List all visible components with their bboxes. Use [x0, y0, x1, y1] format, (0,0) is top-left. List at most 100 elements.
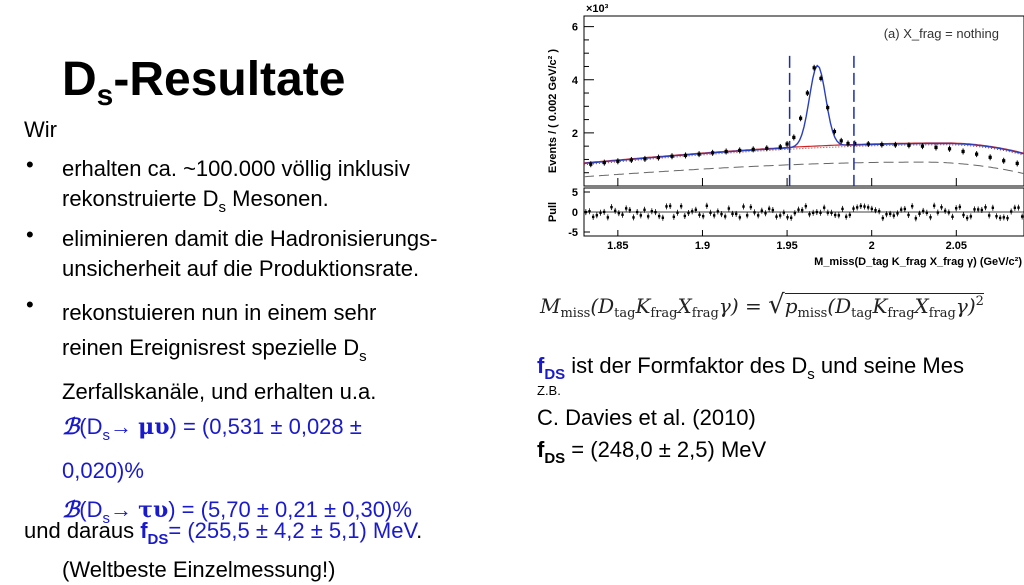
- data-point: [724, 149, 728, 154]
- pull-point: [874, 209, 877, 212]
- branching-ratio-mu-line-2: 0,020)%: [62, 458, 144, 483]
- pull-point: [588, 210, 591, 213]
- pull-point: [896, 212, 899, 215]
- pull-point: [591, 215, 595, 219]
- pull-point: [767, 207, 771, 210]
- pull-point: [789, 216, 793, 219]
- data-point: [947, 147, 952, 151]
- data-point: [1015, 161, 1019, 166]
- data-point: [975, 152, 979, 156]
- data-point: [920, 144, 925, 148]
- pull-point: [760, 209, 764, 212]
- data-point: [643, 157, 647, 161]
- pull-point: [621, 213, 624, 216]
- pull-point: [709, 211, 712, 214]
- pull-point: [888, 212, 892, 216]
- pull-point: [984, 206, 987, 209]
- pull-point: [958, 205, 962, 209]
- pull-point: [855, 206, 859, 209]
- pull-point: [613, 209, 617, 213]
- pull-point: [969, 215, 973, 218]
- data-point: [616, 159, 620, 163]
- pull-point: [727, 207, 731, 210]
- data-point: [832, 129, 837, 134]
- pull-point: [668, 204, 672, 208]
- data-point: [812, 66, 816, 70]
- main-plot: 2 4 6 ×10³ 1.85 1.9 1.95 2 2.05 5 0 -5 Events / ( 0.…: [547, 3, 1024, 268]
- pull-point: [1009, 210, 1013, 213]
- bullet-3-line-1: rekonstuieren nun in einem sehr: [62, 300, 377, 325]
- pull-point: [976, 208, 980, 211]
- data-point: [683, 153, 688, 158]
- data-point: [839, 139, 843, 143]
- pull-point: [782, 211, 786, 214]
- pull-point: [852, 207, 855, 210]
- intro-text: Wir: [24, 117, 57, 142]
- pull-point: [745, 214, 749, 217]
- pull-point: [720, 212, 723, 216]
- data-point: [751, 147, 755, 151]
- pull-point: [632, 216, 635, 219]
- pull-point: [903, 207, 907, 211]
- conclusion-line-2: (Weltbeste Einzelmessung!): [62, 557, 336, 582]
- data-point: [893, 143, 897, 147]
- pull-axis-label: Pull: [547, 202, 559, 222]
- pull-point: [863, 205, 866, 208]
- data-point: [1002, 159, 1006, 163]
- pull-point: [914, 217, 918, 220]
- pull-point: [742, 205, 745, 208]
- pull-point: [995, 215, 998, 218]
- pull-point: [962, 213, 965, 217]
- data-point: [799, 116, 803, 120]
- x-tick-label: 1.95: [776, 240, 797, 252]
- pull-point: [639, 214, 643, 217]
- pull-point: [921, 209, 925, 213]
- pull-point: [954, 207, 958, 210]
- pull-point: [793, 211, 797, 215]
- pull-point: [643, 208, 646, 211]
- x-tick-label: 1.85: [607, 240, 628, 252]
- data-point: [907, 143, 911, 147]
- data-point: [738, 148, 742, 153]
- pull-point: [830, 211, 833, 214]
- pull-point: [628, 208, 632, 212]
- pull-point: [683, 214, 687, 218]
- data-point: [765, 146, 769, 150]
- branching-ratio-tau: ℬ(Ds→ τυ) = (5,70 ± 0,21 ± 0,30)%: [62, 497, 412, 527]
- data-point: [711, 151, 715, 155]
- y-tick-label: 6: [572, 22, 578, 34]
- pull-point: [881, 216, 885, 220]
- data-point: [589, 162, 593, 166]
- reference: C. Davies et al. (2010): [537, 405, 756, 430]
- pull-point: [940, 206, 943, 209]
- missing-mass-formula: Mmiss(DtagKfragXfragγ) = √pmiss(DtagKfra…: [540, 290, 984, 321]
- pull-point: [932, 204, 936, 207]
- pull-point: [665, 205, 668, 208]
- multiplier-label: ×10³: [586, 3, 609, 15]
- pull-point: [738, 216, 742, 219]
- signal-component: [583, 142, 1024, 164]
- bullet-dot-1: •: [26, 152, 34, 177]
- pull-point: [716, 210, 720, 213]
- pull-point: [907, 213, 910, 217]
- data-point: [697, 152, 701, 156]
- pull-point: [694, 208, 698, 212]
- pull-point: [987, 214, 991, 217]
- pull-point: [1013, 206, 1017, 209]
- pull-point: [775, 215, 778, 218]
- x-tick-label: 1.9: [695, 240, 710, 252]
- bullet-2: eliminieren damit die Hadronisierungs- u…: [62, 224, 437, 284]
- pull-point: [786, 216, 789, 219]
- pull-point: [797, 208, 800, 211]
- pull-point: [661, 216, 665, 219]
- data-point: [988, 155, 992, 159]
- title-main: D: [62, 53, 97, 106]
- pull-point: [723, 215, 727, 218]
- pull-point: [826, 211, 830, 214]
- pull-point: [819, 211, 822, 214]
- title-rest: -Resultate: [113, 53, 346, 106]
- pull-point: [998, 216, 1002, 220]
- pull-point: [936, 211, 940, 214]
- pull-point: [1020, 215, 1024, 218]
- data-point: [819, 76, 823, 81]
